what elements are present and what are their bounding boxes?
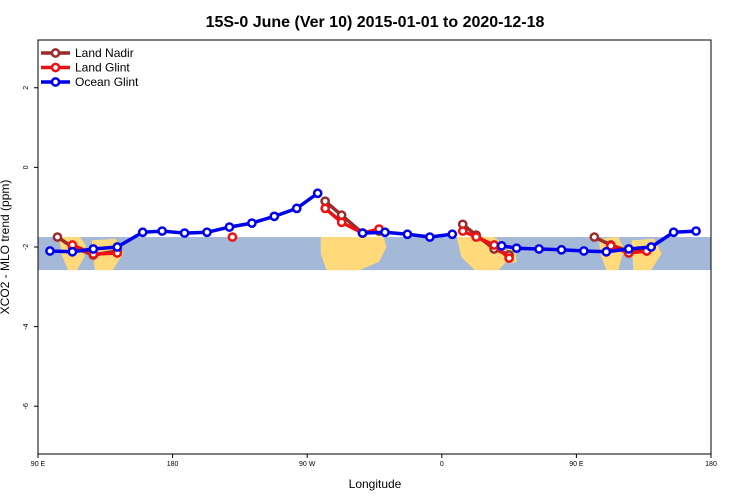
data-point-ocean-glint (179, 228, 190, 238)
legend-label: Land Glint (75, 61, 130, 75)
series-line-ocean-glint (501, 229, 697, 254)
data-point-land-glint (489, 240, 499, 250)
data-point-ocean-glint (137, 227, 148, 238)
data-point-ocean-glint (247, 218, 257, 228)
x-tick-label: 0 (440, 461, 444, 468)
series-line-land-glint (462, 229, 511, 260)
data-point-ocean-glint (447, 229, 458, 240)
y-tick-label: -2 (23, 244, 30, 250)
data-point-ocean-glint (269, 211, 280, 222)
data-point-land-glint (320, 203, 330, 214)
series-ocean-glint (45, 188, 701, 257)
land-south-america (320, 237, 387, 271)
legend-marker (50, 62, 61, 73)
data-point-land-glint (457, 226, 468, 236)
y-tick-label: -6 (23, 403, 30, 409)
data-point-ocean-glint (668, 227, 679, 238)
data-point-ocean-glint (67, 246, 78, 257)
x-tick-label: 90 E (31, 461, 46, 468)
data-point-land-glint (336, 217, 347, 228)
series-line-land-glint (324, 207, 380, 235)
data-point-land-nadir (52, 232, 63, 242)
legend-item-land-nadir: Land Nadir (41, 46, 134, 60)
legend-item-ocean-glint: Ocean Glint (41, 75, 139, 89)
legend-label: Ocean Glint (75, 75, 139, 89)
data-point-ocean-glint (623, 244, 634, 254)
data-point-ocean-glint (224, 222, 235, 232)
data-point-ocean-glint (88, 244, 99, 254)
x-tick-label: 180 (705, 461, 717, 468)
x-tick-label: 180 (167, 461, 179, 468)
data-point-land-glint (227, 232, 238, 242)
data-point-land-glint (471, 232, 482, 242)
x-axis: 90 E 180 90 W 0 90 E 180 (31, 454, 717, 468)
legend-label: Land Nadir (75, 46, 134, 60)
data-point-ocean-glint (556, 244, 567, 255)
data-point-ocean-glint (157, 226, 167, 236)
data-point-land-glint (504, 253, 514, 263)
x-axis-label: Longitude (349, 477, 402, 491)
data-point-ocean-glint (312, 188, 323, 199)
legend-marker (50, 48, 61, 58)
series-layer (45, 188, 701, 263)
chart-title: 15S-0 June (Ver 10) 2015-01-01 to 2020-1… (206, 14, 545, 31)
data-point-land-nadir (589, 232, 600, 242)
legend-item-land-glint: Land Glint (41, 61, 130, 75)
data-point-ocean-glint (579, 246, 589, 256)
y-tick-label: -4 (23, 323, 30, 329)
legend-marker (50, 77, 61, 87)
data-point-ocean-glint (511, 243, 522, 254)
data-point-ocean-glint (691, 226, 701, 236)
y-tick-label: 0 (23, 165, 30, 169)
data-point-ocean-glint (380, 227, 390, 238)
y-tick-label: 2 (23, 86, 30, 90)
y-axis-label: XCO2 - MLO trend (ppm) (0, 180, 12, 315)
data-point-ocean-glint (534, 244, 544, 254)
data-point-ocean-glint (357, 228, 368, 238)
data-point-ocean-glint (202, 227, 212, 238)
y-axis: 2 0 -2 -4 -6 (23, 86, 38, 409)
land-australia-west-2 (598, 237, 625, 271)
x-tick-label: 90 E (569, 461, 584, 468)
data-point-ocean-glint (45, 246, 55, 256)
data-point-ocean-glint (291, 203, 302, 214)
data-point-land-glint (605, 240, 616, 251)
data-point-ocean-glint (601, 246, 612, 257)
data-point-ocean-glint (646, 242, 657, 252)
data-point-ocean-glint (424, 232, 435, 242)
x-tick-label: 90 W (299, 461, 316, 468)
data-point-ocean-glint (496, 240, 507, 251)
data-point-ocean-glint (112, 242, 123, 252)
data-point-ocean-glint (402, 229, 413, 240)
